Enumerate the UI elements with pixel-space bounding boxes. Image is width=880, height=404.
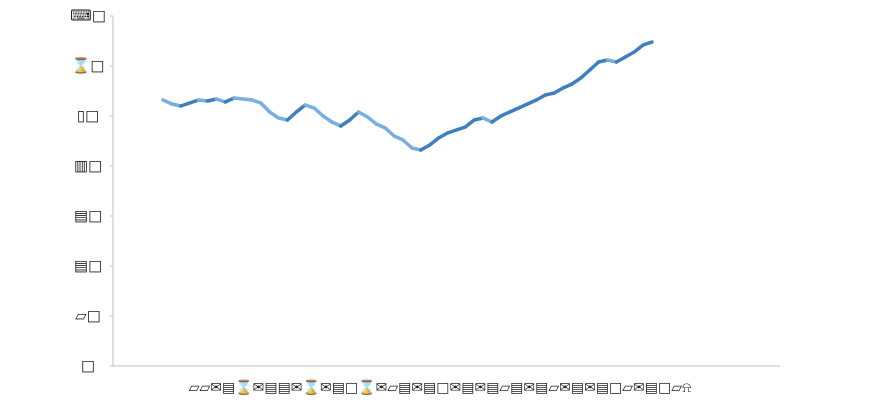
- line-segment: [427, 136, 441, 147]
- line-segment: [383, 126, 396, 138]
- line-segment: [259, 101, 272, 114]
- y-tick-label: ⌨□: [70, 7, 106, 25]
- line-segment: [579, 68, 592, 80]
- x-axis-label: ▱▱✉▤⌛✉▤▤✉⌛✉▤□⌛✉▱▤✉▤□✉▤✉▤▱▤✉▤▱✉▤✉▤□▱✉▤□▱⍾: [189, 379, 692, 396]
- line-segment: [294, 103, 308, 114]
- line-segment: [347, 110, 361, 122]
- line-segment: [641, 40, 654, 47]
- y-tick-label: ▤□: [74, 257, 102, 275]
- y-tick-label: □: [81, 357, 95, 375]
- line-segment: [490, 114, 503, 124]
- y-tick-label: ▥□: [74, 157, 102, 175]
- line-segment: [365, 115, 379, 126]
- y-tick-label: ▤□: [74, 207, 102, 225]
- line-segment: [312, 106, 325, 118]
- y-tick-label: ⌛□: [72, 57, 105, 75]
- line-segment: [570, 76, 583, 86]
- y-tick-label: ▱□: [75, 307, 101, 325]
- line-segment: [285, 110, 299, 122]
- line-segment: [588, 60, 601, 72]
- line-segment: [339, 118, 352, 128]
- line-segment: [267, 110, 281, 120]
- y-tick-label: ▯□: [77, 107, 99, 125]
- line-segment: [401, 138, 414, 150]
- line-segment: [463, 118, 476, 129]
- line-segment: [321, 114, 334, 124]
- line-segment: [632, 43, 645, 54]
